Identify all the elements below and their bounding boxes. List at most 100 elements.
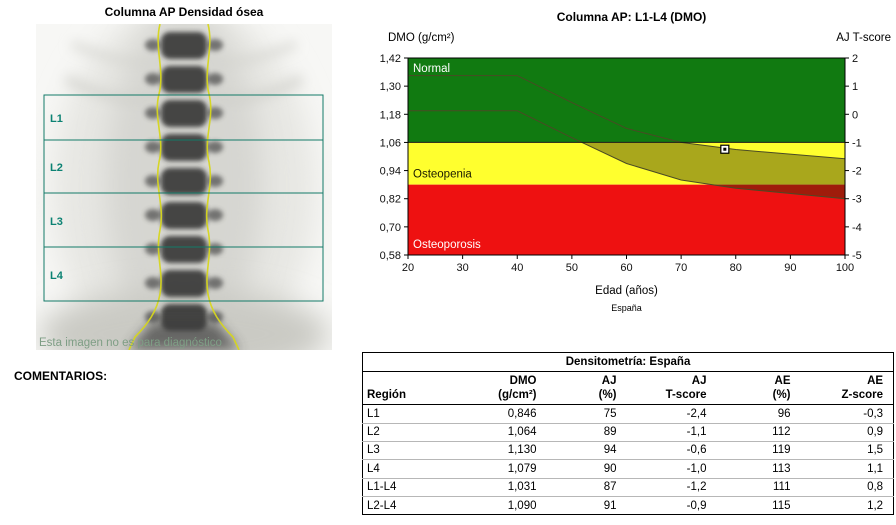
value-cell: -1,1 xyxy=(626,423,717,442)
y-tick-right: 1 xyxy=(852,81,858,93)
spine-contour-left xyxy=(128,23,163,351)
value-cell: 1,079 xyxy=(448,459,547,479)
table-row-l2-l4: L2-L4 1,090 91 -0,9 115 1,2 xyxy=(363,497,894,515)
column-header: DMO xyxy=(509,374,537,387)
value-cell: -1,0 xyxy=(626,459,717,479)
column-header: Región xyxy=(362,388,449,406)
y-tick-left: 0,58 xyxy=(380,250,401,262)
zone-normal xyxy=(408,58,845,143)
column-header: (g/cm²) xyxy=(448,388,547,406)
value-cell: 1,064 xyxy=(448,423,547,442)
table-row-l1-l4: L1-L4 1,031 87 -1,2 111 0,8 xyxy=(362,478,894,498)
column-header: AE xyxy=(774,374,791,387)
spine-scan-image: L1 L2 L3 L4 Esta imagen no es para diagn… xyxy=(36,4,332,379)
chart-title: Columna AP: L1-L4 (DMO) xyxy=(556,10,707,24)
column-header: Z-score xyxy=(800,388,894,406)
table-title: Densitometría: España xyxy=(362,352,894,373)
value-cell: 115 xyxy=(772,499,791,512)
y-tick-right: -4 xyxy=(852,222,862,234)
x-tick: 100 xyxy=(836,262,854,274)
value-cell: -0,6 xyxy=(626,441,717,461)
value-cell: 1,2 xyxy=(867,499,884,512)
column-header: AJ xyxy=(601,374,617,387)
densitometry-table-area: Densitometría: España DMO AJ AJ AE AE Región (g… xyxy=(362,352,895,516)
vertebrae-column xyxy=(161,32,207,331)
value-cell: 1,130 xyxy=(448,441,547,461)
zone-label-osteoporosis: Osteoporosis xyxy=(413,239,481,251)
value-cell: 90 xyxy=(546,459,627,479)
zone-label-osteopenia: Osteopenia xyxy=(413,169,472,181)
value-cell: 94 xyxy=(546,441,627,461)
reference-band-lower-curve xyxy=(408,110,846,200)
region-cell: L1-L4 xyxy=(362,478,449,498)
region-cell: L1 xyxy=(362,404,449,424)
region-cell: L2-L4 xyxy=(367,499,397,512)
value-cell: 1,031 xyxy=(448,478,547,498)
value-cell: 0,9 xyxy=(800,423,894,442)
value-cell: -0,9 xyxy=(686,499,707,512)
column-header: (%) xyxy=(546,388,627,406)
value-cell: 96 xyxy=(716,404,801,424)
value-cell: 113 xyxy=(716,459,801,479)
y-axis-left-label: DMO (g/cm²) xyxy=(388,32,455,44)
y-tick-left: 0,82 xyxy=(380,194,401,206)
value-cell: 1,1 xyxy=(800,459,894,479)
x-tick: 80 xyxy=(730,262,742,274)
x-tick: 60 xyxy=(620,262,632,274)
scan-disclaimer: Esta imagen no es para diagnóstico xyxy=(39,337,222,349)
y-tick-left: 1,30 xyxy=(380,81,401,93)
roi-label-l4: L4 xyxy=(50,270,64,282)
dmo-reference-chart: Columna AP: L1-L4 (DMO) DMO (g/cm²) AJ T… xyxy=(368,6,895,350)
roi-box-l4 xyxy=(43,246,324,302)
value-cell: 0,8 xyxy=(800,478,894,498)
table-row-l1: L1 0,846 75 -2,4 96 -0,3 xyxy=(362,404,894,424)
table-row-l4: L4 1,079 90 -1,0 113 1,1 xyxy=(362,459,894,479)
patient-point-dot xyxy=(723,147,727,151)
zone-label-normal: Normal xyxy=(413,63,450,75)
value-cell: 1,090 xyxy=(507,499,537,512)
table-row-l2: L2 1,064 89 -1,1 112 0,9 xyxy=(362,423,894,442)
value-cell: 75 xyxy=(546,404,627,424)
column-header xyxy=(363,372,449,388)
column-header: AE xyxy=(867,374,884,387)
value-cell: 91 xyxy=(603,499,617,512)
comments-label: COMENTARIOS: xyxy=(14,369,108,383)
value-cell: 0,846 xyxy=(448,404,547,424)
y-tick-right: -2 xyxy=(852,166,862,178)
chart-plot: Normal Osteopenia Osteoporosis 1,42 2 1,30 1 1,… xyxy=(380,53,862,274)
value-cell: 119 xyxy=(716,441,801,461)
y-tick-left: 1,06 xyxy=(380,137,401,149)
table-row-l3: L3 1,130 94 -0,6 119 1,5 xyxy=(362,441,894,461)
region-cell: L3 xyxy=(362,441,449,461)
value-cell: 111 xyxy=(716,478,801,498)
y-tick-right: -1 xyxy=(852,137,862,149)
roi-label-l1: L1 xyxy=(50,113,63,125)
spine-contour-right xyxy=(205,23,240,351)
y-tick-right: -3 xyxy=(852,194,862,206)
column-header: AJ xyxy=(691,374,707,387)
scan-title: Columna AP Densidad ósea xyxy=(104,5,264,19)
y-axis-right-label: AJ T-score xyxy=(836,32,891,44)
chart-source-label: España xyxy=(611,303,642,313)
value-cell: 87 xyxy=(546,478,627,498)
region-cell: L2 xyxy=(362,423,449,442)
value-cell: 1,5 xyxy=(800,441,894,461)
value-cell: 112 xyxy=(716,423,801,442)
y-tick-left: 0,70 xyxy=(380,222,401,234)
reference-band-upper-curve xyxy=(408,75,846,160)
x-tick: 30 xyxy=(457,262,469,274)
x-tick: 40 xyxy=(511,262,523,274)
x-tick: 70 xyxy=(675,262,687,274)
column-header: T-score xyxy=(626,388,717,406)
value-cell: 89 xyxy=(546,423,627,442)
zone-osteoporosis xyxy=(408,184,845,255)
region-cell: L4 xyxy=(362,459,449,479)
x-tick: 50 xyxy=(566,262,578,274)
column-header: (%) xyxy=(716,388,801,406)
y-tick-right: 2 xyxy=(852,53,858,65)
value-cell: -2,4 xyxy=(626,404,717,424)
y-tick-left: 0,94 xyxy=(380,166,401,178)
roi-label-l2: L2 xyxy=(50,162,63,174)
x-axis-label: Edad (años) xyxy=(595,285,658,297)
